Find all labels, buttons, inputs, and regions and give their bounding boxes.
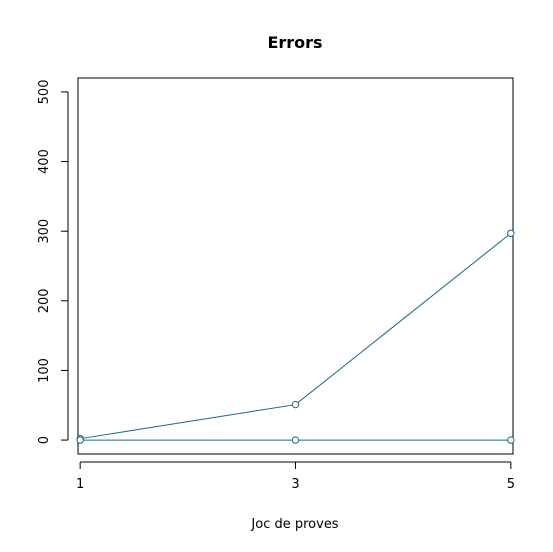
y-tick-label: 0 bbox=[37, 436, 52, 444]
data-point bbox=[507, 229, 515, 237]
y-tick-label: 100 bbox=[37, 358, 52, 383]
y-axis: 0 100 200 300 400 500 bbox=[37, 80, 69, 444]
x-tick-label: 1 bbox=[76, 477, 84, 492]
y-tick-label: 400 bbox=[37, 149, 52, 174]
y-tick-label: 200 bbox=[37, 288, 52, 313]
chart-title: Errors bbox=[267, 33, 322, 52]
data-point bbox=[507, 436, 515, 444]
series-2 bbox=[76, 436, 515, 444]
series-1 bbox=[76, 229, 515, 443]
plot-area-frame bbox=[77, 77, 514, 455]
x-tick-label: 5 bbox=[507, 477, 515, 492]
y-tick-label: 500 bbox=[37, 80, 52, 105]
x-tick-label: 3 bbox=[291, 477, 299, 492]
x-axis: 1 3 5 bbox=[76, 461, 515, 492]
y-tick-label: 300 bbox=[37, 219, 52, 244]
series-layer bbox=[76, 229, 515, 444]
data-point bbox=[291, 436, 300, 444]
x-axis-label: Joc de proves bbox=[250, 517, 338, 532]
data-point bbox=[291, 400, 300, 409]
data-point bbox=[76, 436, 84, 444]
